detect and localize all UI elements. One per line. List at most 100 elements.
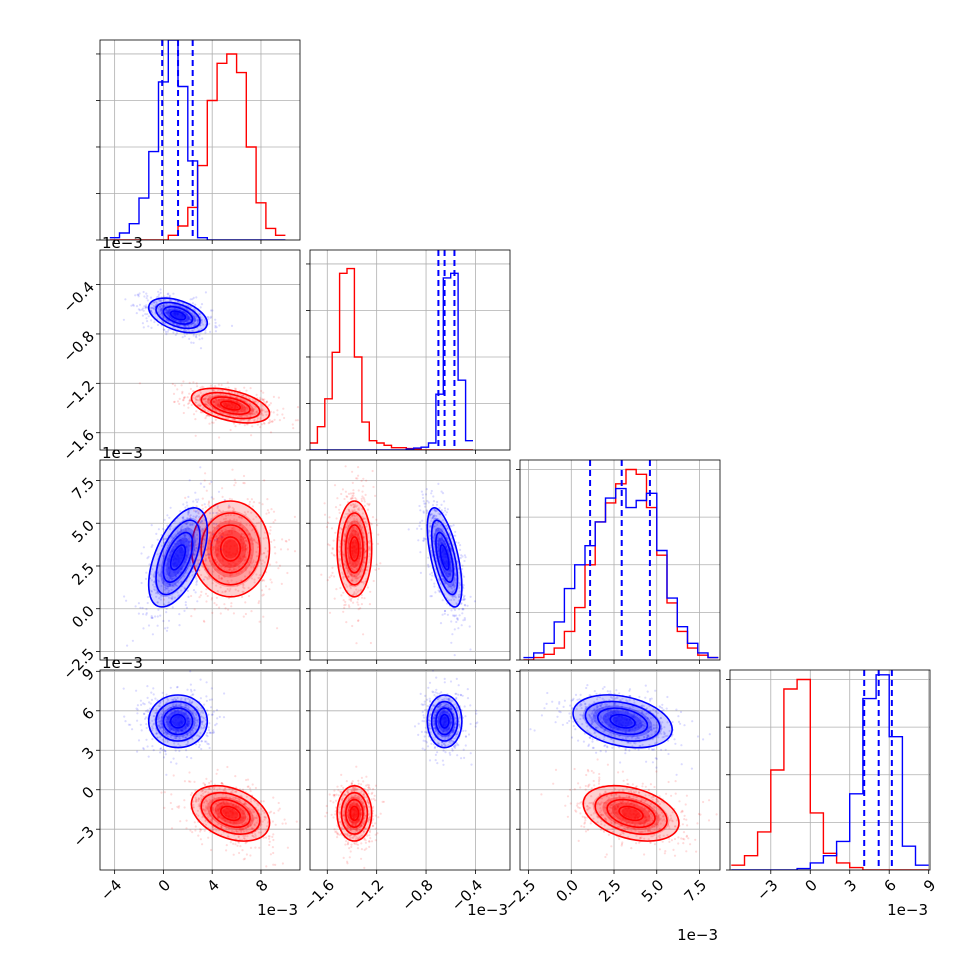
contour-line: [430, 700, 459, 742]
density-fill: [430, 700, 459, 743]
panel-frame: [309, 669, 511, 871]
hist-panel-3: [726, 669, 931, 874]
hist-panel-0: [96, 39, 301, 244]
contour-line: [190, 387, 271, 424]
density-fill: [148, 695, 208, 748]
x-tick-label: 4: [203, 876, 222, 895]
contour-line: [426, 507, 463, 608]
contour-line: [200, 512, 261, 586]
contour-line: [340, 791, 369, 835]
contour-line: [435, 707, 455, 736]
y-tick-label: −3: [70, 822, 98, 850]
blue-histogram: [109, 40, 286, 240]
density-fill: [573, 694, 673, 748]
contour-line: [439, 544, 450, 571]
gridlines: [100, 40, 300, 241]
density-fill: [191, 501, 270, 597]
blue-histogram: [731, 674, 929, 870]
contour-line: [155, 700, 201, 742]
density-fill: [191, 785, 270, 842]
density-fill: [441, 715, 449, 727]
scatter-panel-1-0: [96, 249, 301, 454]
blue-histogram: [523, 487, 719, 659]
density-fill: [340, 791, 369, 836]
contour-line: [349, 805, 360, 822]
density-fill: [154, 700, 202, 743]
density-fill: [172, 311, 184, 319]
contour-line: [349, 536, 360, 562]
contour-line: [210, 396, 251, 416]
red-histogram: [731, 678, 929, 870]
density-fill: [214, 529, 247, 569]
contour-line: [426, 694, 463, 749]
x-tick-label: −1.2: [349, 876, 387, 914]
contour-line: [155, 301, 201, 330]
contour-line: [609, 713, 636, 729]
x-tick-label: 7.5: [681, 876, 711, 906]
x-tick-label: −0.8: [398, 876, 436, 914]
scatter-panel-3-2: [516, 669, 721, 874]
y-tick-label: 7.5: [68, 474, 98, 504]
x-tick-label: 2.5: [595, 876, 625, 906]
x-tick-label: 3: [841, 876, 860, 895]
y-tick-label: 0: [79, 783, 98, 802]
contour-line: [147, 694, 209, 749]
contour-line: [147, 297, 209, 334]
scatter-panel-2-0: [96, 459, 301, 664]
x-tick-label: 8: [252, 876, 271, 895]
density-fill: [166, 537, 190, 578]
contour-line: [162, 305, 194, 325]
contour-line: [606, 798, 656, 829]
contour-line: [210, 524, 251, 574]
y-tick-label: −0.8: [60, 327, 98, 365]
contour-line: [582, 784, 680, 842]
gridlines: [310, 460, 510, 660]
x-tick-label: 0: [155, 876, 174, 895]
x-tick-label: 0: [802, 876, 821, 895]
red-histogram: [310, 267, 473, 450]
x-axis-multiplier: 1e−3: [677, 926, 718, 944]
gridlines: [310, 670, 510, 870]
gridlines: [310, 250, 510, 451]
y-tick-label: 2.5: [68, 559, 98, 589]
contour-line: [336, 500, 373, 598]
contour-line: [572, 694, 673, 749]
panel-frame: [99, 39, 301, 241]
density-fill: [148, 298, 208, 333]
density-fill: [166, 710, 190, 732]
contour-line: [147, 507, 209, 608]
y-tick-label: 6: [79, 704, 98, 723]
contour-line: [618, 805, 644, 822]
density-fill: [337, 785, 372, 842]
x-axis-multiplier: 1e−3: [467, 901, 508, 919]
scatter-panel-2-1: [306, 459, 511, 664]
contour-line: [200, 391, 261, 420]
density-fill: [434, 527, 455, 588]
contour-line: [439, 713, 450, 729]
density-fill: [350, 807, 358, 819]
panel-frame: [519, 459, 721, 661]
contour-line: [169, 544, 187, 571]
contour-line: [345, 524, 364, 574]
density-fill: [427, 507, 462, 607]
y-tick-label: 0.0: [68, 602, 98, 632]
panel-frame: [729, 669, 931, 871]
y-axis-multiplier: 1e−3: [102, 234, 143, 252]
contour-line: [169, 713, 187, 729]
density-fill: [160, 705, 196, 738]
panel-frame: [309, 249, 511, 451]
density-fill: [154, 517, 202, 598]
gridlines: [520, 460, 720, 661]
density-fill: [160, 527, 196, 588]
x-tick-label: 5.0: [638, 876, 668, 906]
density-fill: [172, 547, 184, 568]
gridlines: [100, 670, 300, 870]
panel-frame: [99, 249, 301, 451]
panel-frame: [309, 459, 511, 661]
density-fill: [343, 796, 365, 831]
density-fill: [612, 716, 633, 727]
y-tick-label: −1.6: [60, 426, 98, 464]
density-fill: [430, 517, 459, 598]
x-tick-label: −1.6: [300, 876, 338, 914]
